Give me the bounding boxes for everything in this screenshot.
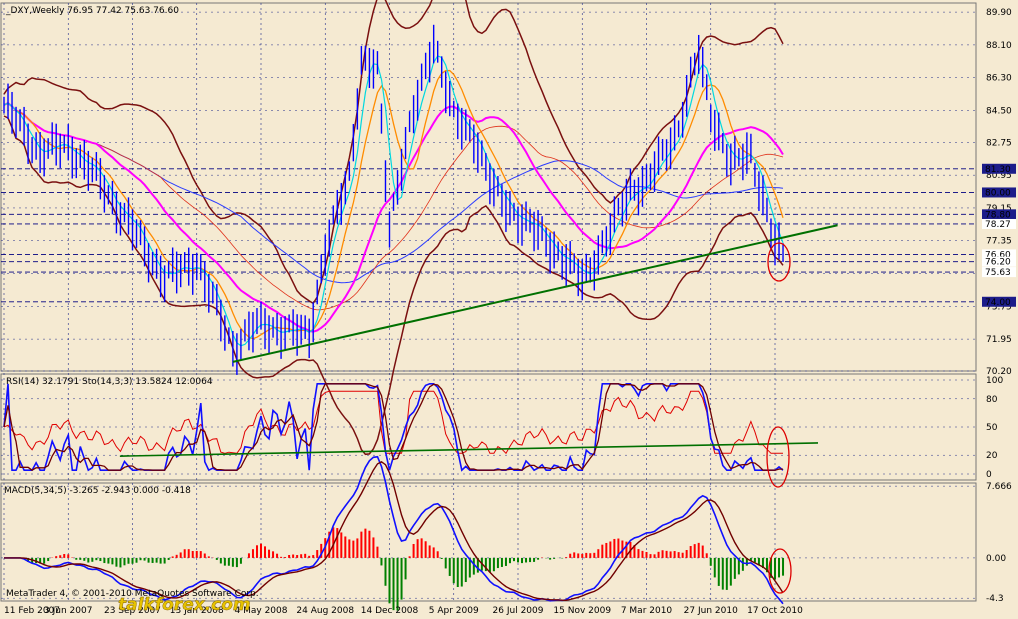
- price-tick-label: 77.35: [986, 237, 1012, 247]
- macd-header: MACD(5,34,5) -3.265 -2.943 0.000 -0.418: [4, 486, 191, 496]
- level-label-box: [982, 209, 1016, 220]
- price-tick-label: 82.75: [986, 138, 1012, 148]
- date-label: 11 Feb 2007: [4, 606, 60, 616]
- level-label-box: [982, 249, 1016, 260]
- date-label: 3 Jun 2007: [44, 606, 92, 616]
- macd-marker-circle: [768, 548, 792, 594]
- rsi-header: RSI(14) 32.1791 Sto(14,3,3) 13.5824 12.0…: [6, 377, 213, 387]
- date-label: 26 Jul 2009: [493, 606, 544, 616]
- level-label: 74.00: [985, 298, 1011, 308]
- y-axis-labels: 89.90 88.10 86.30 84.50 82.75 80.95 79.15 77.35…: [982, 8, 1016, 604]
- ma-orange-line: [3, 69, 784, 340]
- rsi-line: [3, 390, 783, 455]
- date-label: 23 Sep 2007: [104, 606, 161, 616]
- price-tick-label: 84.50: [986, 106, 1012, 116]
- level-label: 78.80: [985, 210, 1011, 220]
- price-tick-label: 86.30: [986, 74, 1012, 84]
- rsi-tick-label: 0: [986, 470, 992, 480]
- support-trendline: [232, 224, 838, 363]
- price-tick-label: 80.95: [986, 171, 1012, 181]
- price-horizontal-levels: [1, 168, 976, 303]
- level-label: 75.63: [985, 268, 1011, 278]
- level-label: 76.20: [985, 258, 1011, 268]
- main-header: _DXY,Weekly 76.95 77.42 75.63 76.60: [5, 6, 179, 16]
- price-tick-label: 89.90: [986, 8, 1012, 18]
- rsi-stochastic-lines: [3, 383, 819, 472]
- level-label-box: [982, 187, 1016, 198]
- date-label: 4 May 2008: [235, 606, 288, 616]
- macd-signal-line: [4, 460, 784, 602]
- price-tick-label: 88.10: [986, 41, 1012, 51]
- date-label: 27 Jun 2010: [684, 606, 738, 616]
- rsi-tick-label: 100: [986, 376, 1003, 386]
- rsi-marker-circle: [766, 426, 790, 488]
- macd-lines: [4, 455, 785, 611]
- price-grid: [1, 3, 976, 601]
- level-label-box: [982, 267, 1016, 278]
- level-label-box: [982, 218, 1016, 229]
- stoch-d-line: [3, 383, 783, 471]
- rsi-tick-label: 80: [986, 395, 998, 405]
- date-label: 13 Jan 2008: [170, 606, 224, 616]
- level-label: 76.60: [985, 250, 1011, 260]
- date-label: 14 Dec 2008: [361, 606, 419, 616]
- macd-tick-label: -4.3: [986, 594, 1004, 604]
- rsi-tick-label: 50: [986, 423, 998, 433]
- date-label: 7 Mar 2010: [621, 606, 673, 616]
- price-tick-label: 79.15: [986, 204, 1012, 214]
- rsi-tick-label: 20: [986, 451, 998, 461]
- rsi-trendline: [119, 442, 819, 457]
- price-tick-label: 71.95: [986, 335, 1012, 345]
- macd-tick-label: 0.00: [986, 554, 1006, 564]
- bollinger-upper: [3, 0, 784, 305]
- price-tick-label: 73.75: [986, 302, 1012, 312]
- support-trendline: [232, 224, 838, 363]
- price-tick-label: 70.20: [986, 367, 1012, 377]
- macd-panel-frame: [0, 482, 977, 602]
- level-label-box: [982, 256, 1016, 267]
- level-label: 81.30: [985, 165, 1011, 175]
- ma-cyan-line: [3, 55, 784, 347]
- date-label: 15 Nov 2009: [553, 606, 611, 616]
- price-marker-circle: [767, 242, 791, 282]
- bollinger-bands: [3, 0, 784, 456]
- level-label-box: [982, 163, 1016, 174]
- date-label: 5 Apr 2009: [429, 606, 479, 616]
- date-label: 24 Aug 2008: [296, 606, 354, 616]
- metatrader-watermark: MetaTrader 4, © 2001-2010 MetaQuotes Sof…: [6, 589, 259, 599]
- date-label: 17 Oct 2010: [747, 606, 803, 616]
- price-series: [3, 24, 784, 375]
- level-label: 78.27: [985, 220, 1011, 230]
- macd-tick-label: 7.666: [986, 482, 1012, 492]
- level-label: 80.00: [985, 188, 1011, 198]
- bollinger-lower: [3, 115, 784, 456]
- level-label-box: [982, 296, 1016, 307]
- macd-line: [4, 455, 784, 605]
- ma-red-line: [3, 102, 784, 311]
- site-logo: talkforex.com: [118, 595, 251, 615]
